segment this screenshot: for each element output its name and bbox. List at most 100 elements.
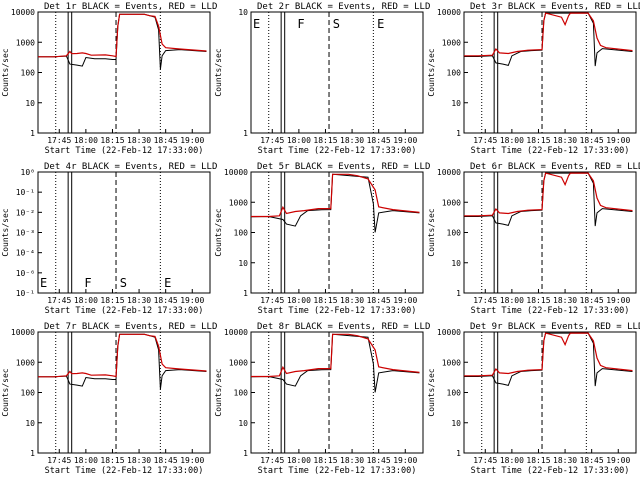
panel-title: Det 3r BLACK = Events, RED = LLD — [470, 2, 640, 12]
x-tick-label: 18:15 — [526, 296, 550, 305]
events-series — [464, 172, 633, 227]
y-tick-label: 10000 — [437, 8, 461, 17]
y-axis-label: Counts/sec — [214, 208, 223, 256]
lld-series — [464, 12, 633, 57]
y-tick-label: 100 — [447, 229, 462, 238]
panel-9: Det 9r BLACK = Events, RED = LLD 1 10 100 10… — [427, 322, 640, 476]
x-tick-label: 18:00 — [500, 296, 524, 305]
marker-label: E — [253, 17, 260, 31]
panel-title: Det 2r BLACK = Events, RED = LLD — [257, 2, 430, 12]
x-tick-label: 19:00 — [393, 296, 417, 305]
panel-2: Det 2r BLACK = Events, RED = LLD 1 10 Count… — [214, 2, 430, 156]
events-series — [464, 332, 633, 387]
x-tick-label: 18:15 — [100, 296, 124, 305]
panel-6: Det 6r BLACK = Events, RED = LLD 1 10 100 10… — [427, 162, 640, 316]
y-tick-label: 10 — [451, 99, 461, 108]
x-tick-label: 18:30 — [127, 456, 151, 465]
x-tick-label: 19:00 — [180, 136, 204, 145]
x-tick-label: 18:30 — [127, 136, 151, 145]
y-axis-label: Counts/sec — [214, 48, 223, 96]
lld-series — [38, 13, 207, 58]
lld-series — [251, 333, 420, 378]
y-tick-label: 1 — [243, 449, 248, 458]
y-tick-label: 10⁻⁴ — [16, 249, 35, 258]
panel-title: Det 1r BLACK = Events, RED = LLD — [44, 2, 217, 12]
marker-label: F — [84, 276, 91, 290]
panel-7: Det 7r BLACK = Events, RED = LLD 1 10 100 10… — [1, 322, 217, 476]
y-tick-label: 10⁻² — [16, 208, 35, 217]
panel-title: Det 8r BLACK = Events, RED = LLD — [257, 322, 430, 332]
y-tick-label: 10⁻³ — [16, 229, 35, 238]
y-tick-label: 1 — [243, 289, 248, 298]
x-tick-label: 18:00 — [74, 456, 98, 465]
plot-frame — [37, 331, 211, 454]
y-axis-label: Counts/sec — [427, 368, 436, 416]
y-tick-label: 1 — [456, 289, 461, 298]
y-axis-label: Counts/sec — [1, 48, 10, 96]
y-tick-label: 10⁻⁶ — [16, 269, 35, 278]
plot-frame — [463, 331, 637, 454]
y-tick-label: 1000 — [16, 38, 35, 47]
y-tick-label: 10000 — [11, 328, 35, 337]
lld-series — [464, 332, 633, 377]
x-tick-label: 18:45 — [367, 136, 391, 145]
panel-4: Det 4r BLACK = Events, RED = LLD 10⁻¹ 10⁻⁶… — [1, 162, 217, 316]
marker-label: F — [297, 17, 304, 31]
plot-frame — [463, 11, 637, 134]
y-tick-label: 100 — [21, 389, 36, 398]
y-tick-label: 10 — [451, 259, 461, 268]
panel-title: Det 6r BLACK = Events, RED = LLD — [470, 162, 640, 172]
x-tick-label: 18:30 — [340, 456, 364, 465]
panel-8: Det 8r BLACK = Events, RED = LLD 1 10 100 10… — [214, 322, 430, 476]
x-axis-label: Start Time (22-Feb-12 17:33:00) — [45, 306, 204, 316]
marker-label: E — [164, 276, 171, 290]
y-axis-label: Counts/sec — [427, 48, 436, 96]
x-tick-label: 19:00 — [606, 136, 630, 145]
y-tick-label: 100 — [447, 389, 462, 398]
plot-frame — [250, 171, 424, 294]
x-axis-label: Start Time (22-Feb-12 17:33:00) — [45, 466, 204, 476]
y-tick-label: 100 — [234, 389, 249, 398]
x-tick-label: 17:45 — [473, 456, 497, 465]
x-axis-label: Start Time (22-Feb-12 17:33:00) — [258, 306, 417, 316]
x-tick-label: 19:00 — [606, 456, 630, 465]
y-tick-label: 10 — [25, 419, 35, 428]
x-tick-label: 17:45 — [260, 456, 284, 465]
marker-label: E — [40, 276, 47, 290]
x-tick-label: 18:45 — [580, 296, 604, 305]
plot-frame — [250, 11, 424, 134]
marker-label: S — [120, 276, 127, 290]
panel-1: Det 1r BLACK = Events, RED = LLD 1 10 100 10… — [1, 2, 217, 156]
x-tick-label: 19:00 — [393, 136, 417, 145]
panel-title: Det 5r BLACK = Events, RED = LLD — [257, 162, 430, 172]
y-tick-label: 10 — [25, 99, 35, 108]
plot-frame — [250, 331, 424, 454]
x-tick-label: 17:45 — [473, 136, 497, 145]
x-tick-label: 18:00 — [74, 296, 98, 305]
x-tick-label: 18:45 — [367, 456, 391, 465]
x-tick-label: 18:45 — [154, 136, 178, 145]
y-tick-label: 10 — [451, 419, 461, 428]
x-tick-label: 18:45 — [580, 136, 604, 145]
x-tick-label: 18:15 — [313, 296, 337, 305]
events-series — [38, 13, 207, 70]
x-tick-label: 19:00 — [393, 456, 417, 465]
y-tick-label: 1000 — [442, 198, 461, 207]
x-axis-label: Start Time (22-Feb-12 17:33:00) — [258, 466, 417, 476]
x-axis-label: Start Time (22-Feb-12 17:33:00) — [258, 146, 417, 156]
panel-title: Det 9r BLACK = Events, RED = LLD — [470, 322, 640, 332]
x-tick-label: 18:00 — [287, 296, 311, 305]
x-axis-label: Start Time (22-Feb-12 17:33:00) — [45, 146, 204, 156]
marker-label: S — [333, 17, 340, 31]
y-tick-label: 100 — [447, 69, 462, 78]
plot-frame — [37, 11, 211, 134]
x-tick-label: 18:15 — [313, 136, 337, 145]
x-tick-label: 18:00 — [500, 136, 524, 145]
panel-title: Det 4r BLACK = Events, RED = LLD — [44, 162, 217, 172]
x-tick-label: 17:45 — [47, 136, 71, 145]
y-tick-label: 10000 — [437, 328, 461, 337]
panel-3: Det 3r BLACK = Events, RED = LLD 1 10 100 10… — [427, 2, 640, 156]
y-tick-label: 1 — [30, 129, 35, 138]
x-tick-label: 18:30 — [340, 136, 364, 145]
